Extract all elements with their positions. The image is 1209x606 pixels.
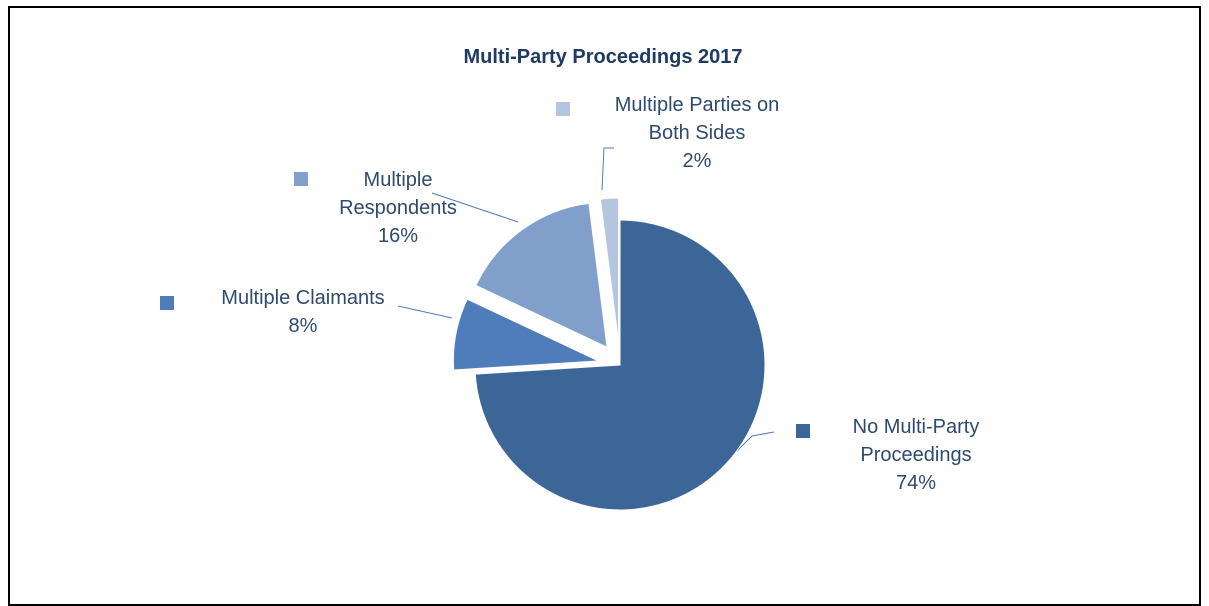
data-label: No Multi-Party	[853, 416, 980, 438]
pie-slices	[452, 197, 766, 511]
pie-slice	[475, 202, 608, 349]
pie-chart: Multi-Party Proceedings 2017 No Multi-Pa…	[160, 46, 979, 511]
leader-line	[601, 147, 614, 191]
data-label: 8%	[289, 315, 318, 337]
data-label: Multiple	[364, 169, 433, 191]
label-marker	[796, 424, 810, 438]
data-label: Both Sides	[649, 122, 746, 144]
label-marker	[556, 102, 570, 116]
data-label: Multiple Parties on	[615, 94, 780, 116]
data-label: Proceedings	[860, 444, 971, 466]
data-label: Respondents	[339, 197, 457, 219]
data-label: 16%	[378, 225, 418, 247]
label-marker	[294, 172, 308, 186]
data-label: 74%	[896, 472, 936, 494]
pie-slice	[474, 219, 766, 511]
leader-line	[397, 305, 453, 319]
pie-slice	[599, 197, 620, 344]
data-label: Multiple Claimants	[221, 287, 384, 309]
chart-title: Multi-Party Proceedings 2017	[464, 46, 743, 68]
data-label: 2%	[683, 150, 712, 172]
pie-slice	[452, 298, 599, 371]
label-marker	[160, 296, 174, 310]
data-labels: No Multi-Party Proceedings 74% Multiple Cla…	[160, 94, 979, 494]
leader-line	[431, 192, 519, 223]
